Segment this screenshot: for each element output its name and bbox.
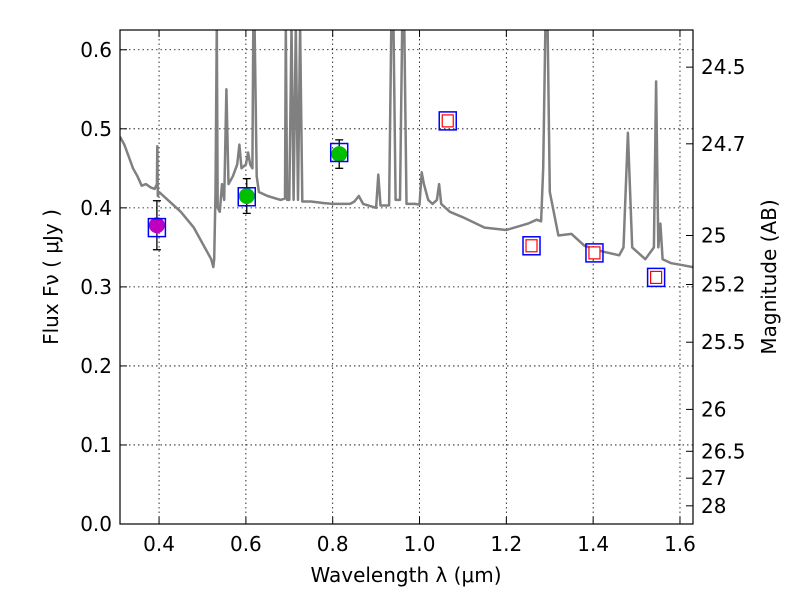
- right-tick-label: 25.2: [701, 273, 746, 297]
- filled-marker: [238, 187, 255, 204]
- x-tick-label: 1.6: [664, 532, 696, 556]
- y-tick-label: 0.2: [80, 354, 112, 378]
- data-point: [237, 177, 257, 215]
- filled-marker: [331, 146, 348, 163]
- data-point: [646, 267, 666, 288]
- open-marker: [441, 114, 454, 128]
- y-tick-label: 0.5: [80, 117, 112, 141]
- model-spectrum-line: [120, 30, 693, 269]
- axis-ticks: [120, 30, 693, 525]
- data-point: [438, 111, 457, 131]
- x-tick-label: 1.2: [490, 532, 522, 556]
- y-tick-label: 0.6: [80, 38, 112, 62]
- photometry-points: [147, 111, 666, 288]
- y-tick-labels: 0.0 0.1 0.2 0.3 0.4 0.5 0.6: [80, 38, 112, 536]
- right-tick-label: 28: [701, 494, 726, 518]
- right-axis-label: Magnitude (AB): [757, 199, 781, 354]
- data-point: [329, 139, 349, 169]
- x-tick-label: 0.4: [143, 532, 175, 556]
- right-tick-labels: 24.5 24.7 25 25.2 25.5 26 26.5 27 28: [701, 55, 746, 518]
- y-tick-label: 0.0: [80, 512, 112, 536]
- model-box: [646, 267, 666, 288]
- plot-frame: [119, 29, 694, 525]
- open-marker: [588, 246, 601, 260]
- y-axis-label: Flux Fν ( μJy ): [39, 209, 63, 345]
- model-box: [522, 236, 541, 256]
- right-tick-label: 26: [701, 397, 726, 421]
- open-marker: [525, 239, 538, 253]
- right-tick-label: 26.5: [701, 439, 746, 463]
- right-tick-label: 24.5: [701, 55, 746, 79]
- model-box: [329, 142, 349, 163]
- model-box: [438, 111, 457, 131]
- x-tick-labels: 0.4 0.6 0.8 1.0 1.2 1.4 1.6: [143, 532, 696, 556]
- x-axis-label: Wavelength λ (μm): [310, 563, 501, 587]
- model-box: [585, 243, 604, 263]
- x-tick-label: 0.6: [230, 532, 262, 556]
- x-tick-label: 0.8: [317, 532, 349, 556]
- x-tick-label: 1.0: [404, 532, 436, 556]
- right-tick-label: 24.7: [701, 132, 746, 156]
- data-point: [147, 200, 167, 251]
- data-point: [522, 236, 541, 256]
- open-marker: [650, 270, 663, 284]
- filled-marker: [148, 217, 165, 234]
- right-tick-label: 27: [701, 466, 726, 490]
- y-tick-label: 0.4: [80, 196, 112, 220]
- y-tick-label: 0.1: [80, 433, 112, 457]
- model-box: [237, 187, 257, 207]
- data-point: [585, 243, 604, 263]
- right-tick-label: 25: [701, 224, 726, 248]
- model-box: [147, 217, 167, 238]
- x-tick-label: 1.4: [577, 532, 609, 556]
- y-tick-label: 0.3: [80, 275, 112, 299]
- right-tick-label: 25.5: [701, 330, 746, 354]
